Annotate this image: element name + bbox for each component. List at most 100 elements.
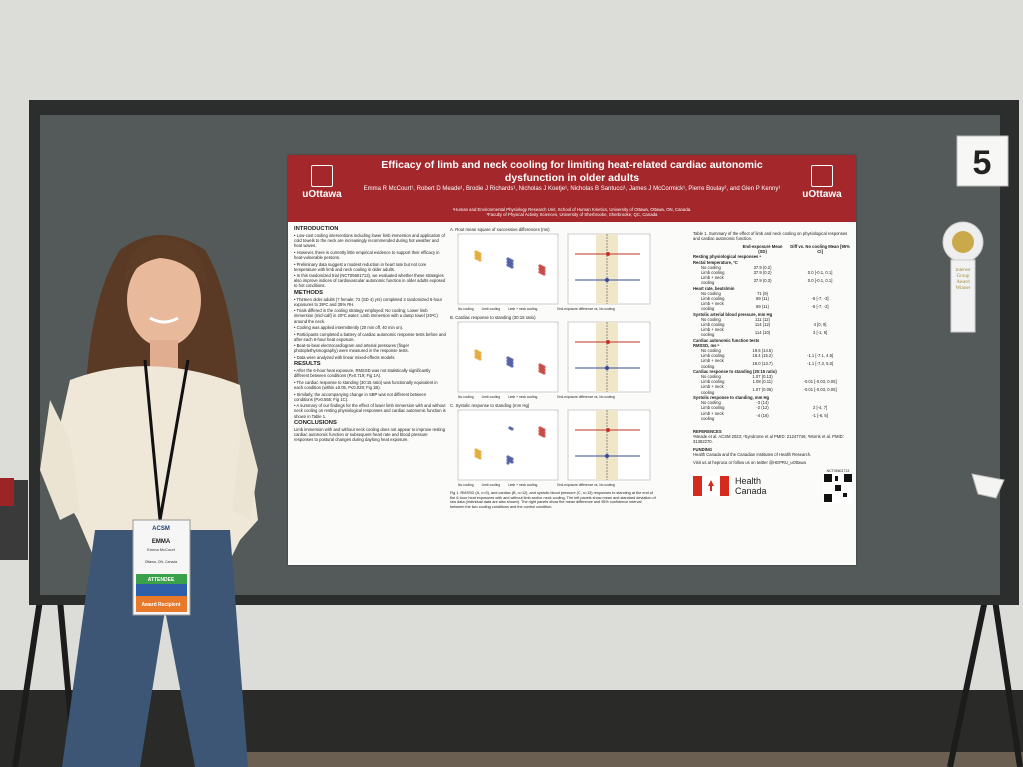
table-row: Cardiac autonomic function tests bbox=[693, 338, 853, 343]
figure-shape bbox=[478, 252, 482, 256]
figure-shape bbox=[542, 434, 546, 438]
figure-axis-label: End-exposure difference vs. No cooling bbox=[557, 307, 615, 311]
figure-shape bbox=[606, 340, 610, 344]
logo-text: uOttawa bbox=[802, 189, 842, 200]
figure-shape bbox=[605, 278, 609, 282]
table-cell: -5 [-7, -3] bbox=[811, 296, 829, 302]
figure-axis-labels: No cooling Limb cooling Limb + neck coolin… bbox=[450, 483, 656, 487]
table-row: Rectal temperature, ºC bbox=[693, 260, 853, 265]
section-text: • After the 6-hour heat exposure, RMSSD … bbox=[294, 368, 431, 379]
section-text: • Preliminary data suggest a modest redu… bbox=[294, 261, 427, 272]
table-cell: No cooling bbox=[701, 400, 721, 406]
figure-panel-title: B. Cardiac response to standing (30:15 r… bbox=[450, 315, 536, 320]
summary-table: End-exposure Mean (SD) Diff vs. No coolin… bbox=[693, 244, 853, 421]
figure-axis-label: End-exposure difference vs. No cooling bbox=[557, 395, 615, 399]
figure-caption: Fig 1. RMSSD (A, n=9), and cardiac (B, n… bbox=[450, 491, 656, 509]
table-column-header bbox=[693, 244, 738, 254]
table-cell: -1 [-6, 5] bbox=[812, 413, 828, 419]
table-row: Limb + neck cooling 1.07 (0.05) -0.01 [-0.… bbox=[693, 384, 853, 394]
table-row: Heart rate, beats/min bbox=[693, 286, 853, 291]
figure-panel bbox=[457, 233, 651, 305]
section-text: • Similarly, the accompanying change in … bbox=[294, 391, 427, 402]
table-column: Table 1. Summary of the effect of limb a… bbox=[693, 231, 853, 504]
section-text: • The cardiac response to standing (30:1… bbox=[294, 379, 438, 391]
section-heading: METHODS bbox=[294, 289, 323, 296]
figure-shape bbox=[510, 259, 514, 263]
figure-shape bbox=[542, 266, 546, 270]
trial-id: NCT05601713 bbox=[826, 468, 850, 473]
figure-column: A. Root mean square of successive differ… bbox=[450, 225, 656, 509]
table-row: Limb + neck cooling 37.9 (0.3) 0.0 [-0.1, … bbox=[693, 275, 853, 285]
figure-axis-label: Limb cooling bbox=[481, 307, 501, 311]
figure-shape bbox=[542, 431, 546, 435]
figure-axis-label: No cooling bbox=[458, 483, 474, 487]
table-row: Limb cooling 69 (11) -5 [-7, -3] bbox=[693, 296, 853, 301]
table-cell: 1.07 (0.05) bbox=[752, 387, 773, 393]
section-text: • Low-cost cooling interventions includi… bbox=[294, 233, 445, 249]
figure-shape bbox=[478, 258, 482, 262]
references: ¹Meade et al. ACSM 2023; ²Syndrome et al… bbox=[693, 433, 844, 444]
logo-left: uOttawa bbox=[292, 165, 352, 200]
table-cell: Limb cooling bbox=[701, 322, 725, 328]
table-cell: 37.9 (0.2) bbox=[753, 270, 772, 276]
table-row: Cardiac response to standing (30:15 rati… bbox=[693, 369, 853, 374]
booth-card bbox=[956, 135, 1009, 187]
table-cell: Limb cooling bbox=[701, 296, 725, 302]
table-cell: Limb + neck cooling bbox=[701, 301, 724, 312]
table-row: RMSSD, ms ᵇ bbox=[693, 343, 853, 348]
figure-shape bbox=[510, 358, 514, 362]
figure-shape bbox=[605, 366, 609, 370]
table-cell: -5 [-7, -2] bbox=[811, 303, 829, 309]
table-cell: 3 [-1, 6] bbox=[812, 329, 828, 335]
figure-axis-label: Limb + neck cooling bbox=[508, 483, 538, 487]
table-column-header: Diff vs. No cooling Mean [95% CI] bbox=[790, 244, 850, 255]
table-header: End-exposure Mean (SD) Diff vs. No coolin… bbox=[693, 244, 853, 254]
table-row: Systolic arterial blood pressure, mm Hg bbox=[693, 312, 853, 317]
section-text: • Thirteen older adults (7 female; 72 (S… bbox=[294, 296, 443, 307]
table-cell: No cooling bbox=[701, 374, 721, 380]
ribbon-text: Interest Group Award Winner bbox=[955, 268, 971, 291]
figure-shape bbox=[510, 460, 514, 464]
text-column: INTRODUCTION • Low-cost cooling intervent… bbox=[294, 225, 446, 443]
table-row: Limb + neck cooling 18.0 (13.7) -1.1 [-7.3… bbox=[693, 358, 853, 368]
table-cell: 37.9 (0.3) bbox=[753, 277, 772, 283]
figure-axis-label: No cooling bbox=[458, 307, 474, 311]
table-cell: Systolic arterial blood pressure, mm Hg bbox=[693, 311, 773, 317]
ribbon-medal bbox=[952, 231, 974, 253]
figure-axis-label: Limb + neck cooling bbox=[508, 307, 538, 311]
figure-shape bbox=[478, 255, 482, 259]
cup bbox=[971, 473, 1005, 499]
section-text: Limb immersion with and without neck coo… bbox=[294, 426, 446, 442]
table-cell: 18.4 (15.2) bbox=[752, 353, 773, 359]
table-cell: 69 (11) bbox=[756, 303, 770, 309]
figure-axis-labels: No cooling Limb cooling Limb + neck coolin… bbox=[450, 395, 656, 399]
affiliation: ¹Human and Environmental Physiology Rese… bbox=[452, 207, 692, 212]
table-cell: 0.0 [-0.1, 0.1] bbox=[807, 277, 833, 283]
table-cell: -3 (14) bbox=[756, 400, 769, 406]
figure-shape bbox=[542, 368, 546, 372]
funding-heading: FUNDING bbox=[693, 446, 713, 452]
figure-panel-title: C. Systolic response to standing (mm Hg) bbox=[450, 403, 530, 408]
section-text: • However, there is currently little emp… bbox=[294, 249, 440, 260]
badge-location: Ottawa, ON, Canada bbox=[145, 560, 178, 564]
table-row: Limb cooling 37.9 (0.2) 0.0 [-0.1, 0.1] bbox=[693, 270, 853, 275]
table-cell: No cooling bbox=[701, 264, 721, 270]
table-cell: 19.6 (14.5) bbox=[752, 348, 773, 354]
figure-shape bbox=[510, 361, 514, 365]
figure-shape bbox=[542, 371, 546, 375]
table-row: Resting physiological responses ᵃ bbox=[693, 254, 853, 259]
easel-legs bbox=[12, 599, 1023, 767]
table-cell: 4 [0, 9] bbox=[813, 322, 827, 328]
badge-first-name: EMMA bbox=[152, 539, 171, 545]
table-cell: -0.01 [-0.03, 0.05] bbox=[803, 379, 837, 385]
table-cell: 2 [-4, 7] bbox=[812, 405, 828, 411]
table-cell: -1.1 [-7.1, 4.9] bbox=[807, 353, 834, 359]
person bbox=[40, 235, 258, 767]
table-cell: 0.0 [-0.1, 0.1] bbox=[807, 270, 833, 276]
table-cell: Limb + neck cooling bbox=[701, 384, 724, 395]
figure-panel bbox=[457, 321, 651, 393]
figure-shape bbox=[542, 428, 546, 432]
figure-shape bbox=[542, 269, 546, 273]
section-text: • Trials differed in the cooling strateg… bbox=[294, 308, 438, 324]
